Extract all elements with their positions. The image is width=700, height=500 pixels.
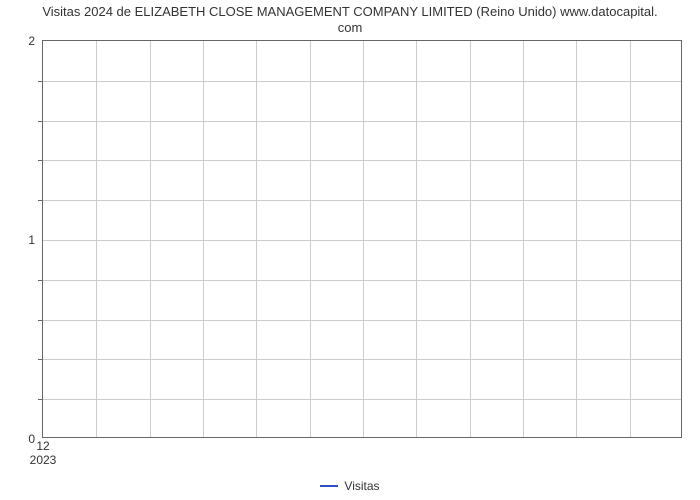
- gridline-horizontal-minor: [43, 320, 681, 321]
- legend-swatch-visitas: [320, 485, 338, 487]
- y-axis-minor-tick: [38, 121, 43, 122]
- gridline-horizontal-minor: [43, 280, 681, 281]
- gridline-vertical: [203, 41, 204, 437]
- gridline-vertical: [630, 41, 631, 437]
- gridline-horizontal-minor: [43, 81, 681, 82]
- y-axis-tick-label: 1: [28, 233, 35, 247]
- y-axis-minor-tick: [38, 359, 43, 360]
- gridline-vertical: [576, 41, 577, 437]
- gridline-horizontal-minor: [43, 399, 681, 400]
- gridline-horizontal: [43, 240, 681, 241]
- gridline-vertical: [470, 41, 471, 437]
- gridline-vertical: [310, 41, 311, 437]
- gridline-horizontal-minor: [43, 359, 681, 360]
- y-axis-minor-tick: [38, 160, 43, 161]
- x-axis-year-label: 2023: [30, 453, 57, 467]
- y-axis-minor-tick: [38, 320, 43, 321]
- y-axis-tick-label: 0: [28, 432, 35, 446]
- x-axis-month-label: 12: [36, 439, 49, 453]
- chart-plot-area: 012122023: [42, 40, 682, 438]
- gridline-horizontal-minor: [43, 121, 681, 122]
- chart-title-line1: Visitas 2024 de ELIZABETH CLOSE MANAGEME…: [42, 4, 657, 19]
- y-axis-minor-tick: [38, 280, 43, 281]
- gridline-vertical: [363, 41, 364, 437]
- y-axis-tick-label: 2: [28, 34, 35, 48]
- gridline-vertical: [416, 41, 417, 437]
- chart-legend: Visitas: [0, 478, 700, 493]
- y-axis-minor-tick: [38, 81, 43, 82]
- gridline-vertical: [96, 41, 97, 437]
- chart-title-line2: com: [338, 20, 363, 35]
- y-axis-minor-tick: [38, 200, 43, 201]
- chart-title: Visitas 2024 de ELIZABETH CLOSE MANAGEME…: [0, 4, 700, 37]
- y-axis-minor-tick: [38, 399, 43, 400]
- gridline-horizontal-minor: [43, 160, 681, 161]
- gridline-vertical: [523, 41, 524, 437]
- gridline-vertical: [150, 41, 151, 437]
- legend-label-visitas: Visitas: [344, 479, 379, 493]
- gridline-horizontal-minor: [43, 200, 681, 201]
- gridline-vertical: [256, 41, 257, 437]
